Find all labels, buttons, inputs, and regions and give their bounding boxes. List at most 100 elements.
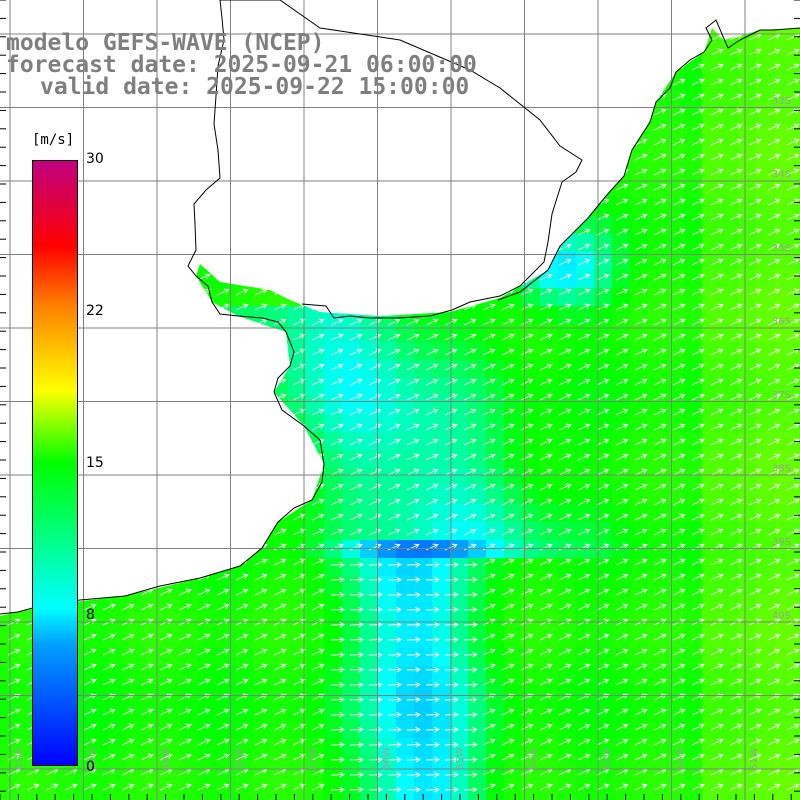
wind-cell <box>342 522 361 541</box>
wind-cell <box>720 360 739 379</box>
wind-arrow <box>311 723 325 731</box>
wind-cell <box>666 684 685 703</box>
wind-arrow <box>197 678 211 686</box>
wind-cell <box>450 108 469 127</box>
wind-cell <box>774 432 793 451</box>
wind-cell <box>648 720 667 739</box>
wind-cell <box>756 234 775 253</box>
wind-arrow <box>634 108 648 116</box>
wind-cell <box>792 162 800 181</box>
wind-arrow <box>293 4 305 10</box>
wind-arrow <box>216 348 230 356</box>
wind-cell <box>648 36 667 55</box>
wind-arrow <box>672 348 686 356</box>
wind-arrow <box>520 603 534 611</box>
wind-cell <box>414 558 433 577</box>
wind-arrow <box>729 48 743 56</box>
wind-arrow <box>425 183 439 191</box>
wind-cell <box>432 522 451 541</box>
wind-cell <box>252 198 271 217</box>
wind-arrow <box>311 708 325 716</box>
wind-cell <box>738 648 757 667</box>
wind-arrow <box>748 753 762 761</box>
wind-arrow <box>710 603 724 611</box>
wind-arrow <box>577 288 591 296</box>
wind-cell <box>684 36 703 55</box>
wind-arrow <box>596 378 610 386</box>
wind-arrow <box>539 483 553 491</box>
wind-arrow <box>292 183 306 191</box>
wind-cell <box>702 684 721 703</box>
wind-arrow <box>539 378 553 386</box>
wind-cell <box>162 432 181 451</box>
wind-arrow <box>292 483 306 491</box>
wind-arrow <box>273 633 287 641</box>
wind-cell <box>558 0 577 19</box>
wind-arrow <box>558 513 572 521</box>
wind-arrow <box>330 438 344 446</box>
wind-cell <box>378 774 397 793</box>
wind-cell <box>324 414 343 433</box>
wind-arrow <box>387 423 401 431</box>
wind-arrow <box>368 741 383 748</box>
wind-cell <box>126 108 145 127</box>
wind-arrow <box>539 198 553 206</box>
wind-arrow <box>83 273 97 281</box>
wind-arrow <box>292 333 306 341</box>
wind-arrow <box>672 78 686 86</box>
wind-arrow <box>140 708 154 716</box>
wind-cell <box>612 504 631 523</box>
wind-cell <box>216 324 235 343</box>
wind-arrow <box>273 288 287 296</box>
wind-cell <box>630 144 649 163</box>
wind-cell <box>468 270 487 289</box>
wind-arrow <box>102 558 116 566</box>
wind-arrow <box>330 741 345 748</box>
wind-arrow <box>387 273 401 281</box>
wind-arrow <box>216 453 230 461</box>
wind-arrow <box>482 108 496 116</box>
wind-arrow <box>330 606 345 613</box>
wind-cell <box>72 126 91 145</box>
wind-arrow <box>159 513 173 521</box>
wind-arrow <box>748 468 762 476</box>
wind-cell <box>486 126 505 145</box>
wind-arrow <box>292 678 306 686</box>
wind-cell <box>72 0 91 19</box>
wind-cell <box>666 54 685 73</box>
wind-cell <box>270 234 289 253</box>
wind-cell <box>504 738 523 757</box>
wind-arrow <box>311 288 325 296</box>
wind-cell <box>630 576 649 595</box>
wind-cell <box>270 702 289 721</box>
wind-cell <box>576 72 595 91</box>
wind-arrow <box>235 243 249 251</box>
wind-arrow <box>501 468 515 476</box>
wind-cell <box>270 720 289 739</box>
wind-cell <box>666 180 685 199</box>
wind-cell <box>576 378 595 397</box>
wind-cell <box>612 522 631 541</box>
wind-cell <box>252 486 271 505</box>
wind-cell <box>342 396 361 415</box>
wind-cell <box>18 0 37 19</box>
wind-arrow <box>254 198 268 206</box>
wind-arrow <box>425 303 439 311</box>
wind-arrow <box>691 408 705 416</box>
wind-cell <box>774 414 793 433</box>
wind-cell <box>90 630 109 649</box>
wind-arrow <box>121 513 135 521</box>
wind-arrow <box>672 138 686 146</box>
wind-cell <box>684 666 703 685</box>
wind-arrow <box>140 393 154 401</box>
wind-cell <box>252 414 271 433</box>
wind-arrow <box>463 438 477 446</box>
wind-cell <box>504 36 523 55</box>
wind-arrow <box>235 153 249 161</box>
wind-arrow <box>102 543 116 551</box>
wind-cell <box>234 0 253 19</box>
wind-cell <box>630 306 649 325</box>
wind-cell <box>234 756 253 775</box>
wind-cell <box>486 468 505 487</box>
wind-cell <box>648 360 667 379</box>
